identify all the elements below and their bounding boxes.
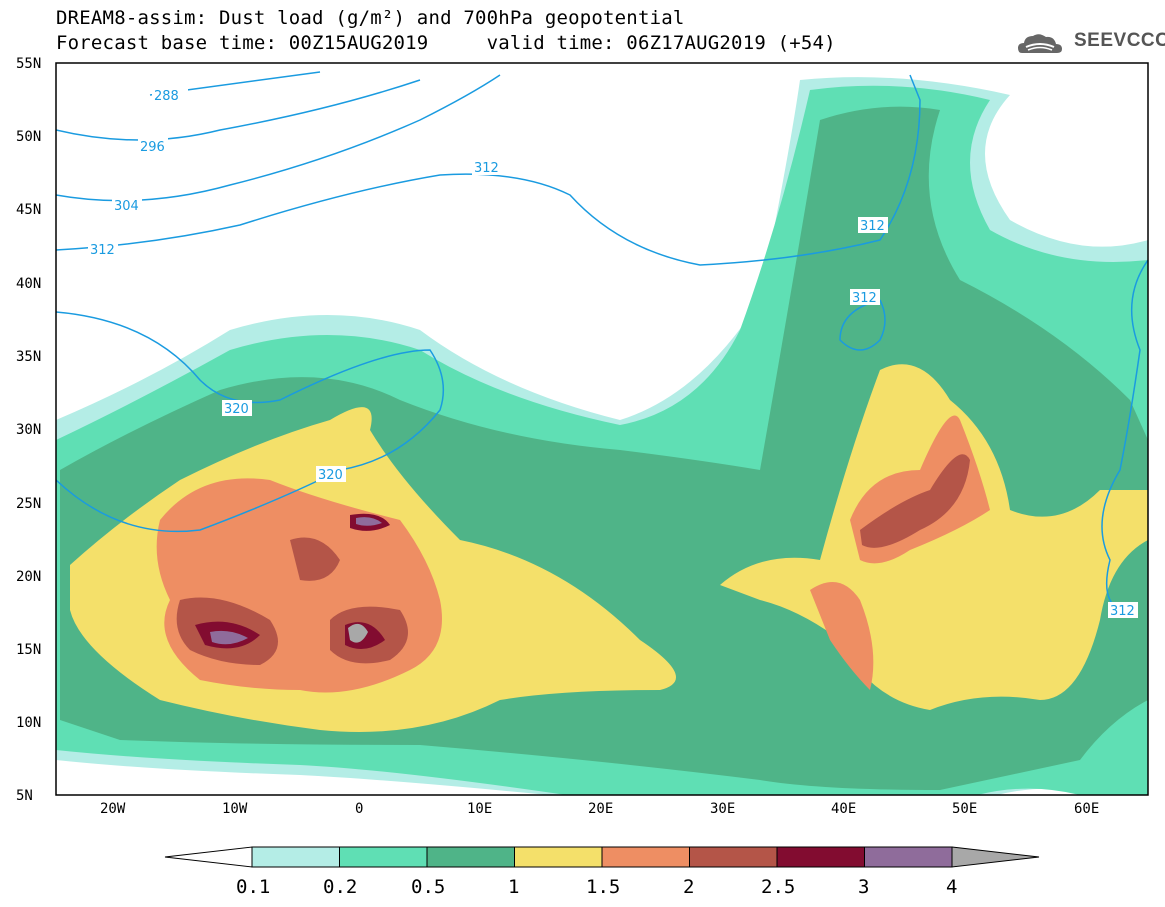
contour-label-320: 320 bbox=[224, 402, 249, 417]
longitude-axis: 20W 10W 0 10E 20E 30E 40E 50E 60E bbox=[100, 801, 1099, 817]
legend-swatch-3 bbox=[864, 846, 953, 868]
contour-labels: 288 296 304 312 312 312 312 312 320 320 bbox=[88, 87, 1138, 619]
legend-label-0.5: 0.5 bbox=[411, 876, 445, 898]
lon-label-10e: 10E bbox=[467, 801, 492, 817]
map-frame bbox=[55, 62, 1149, 796]
legend-swatch-0.2 bbox=[339, 846, 428, 868]
contour-296 bbox=[56, 79, 421, 141]
legend-label-3: 3 bbox=[858, 876, 869, 898]
legend-label-2: 2 bbox=[683, 876, 694, 898]
legend-swatch-1 bbox=[514, 846, 603, 868]
lon-label-50e: 50E bbox=[952, 801, 977, 817]
legend-upper-arrow bbox=[951, 846, 1040, 868]
lon-label-10w: 10W bbox=[222, 801, 248, 817]
contour-312-south bbox=[1101, 259, 1148, 611]
legend-label-1.5: 1.5 bbox=[586, 876, 620, 898]
lat-label-50n: 50N bbox=[16, 129, 41, 145]
dust-band-2c bbox=[290, 537, 340, 581]
latitude-axis: 55N 50N 45N 40N 35N 30N 25N 20N 15N 10N … bbox=[16, 56, 41, 804]
legend-swatch-0.1 bbox=[251, 846, 340, 868]
color-legend: 0.1 0.2 0.5 1 1.5 2 2.5 3 4 bbox=[164, 846, 1040, 898]
contour-label-312-levant: 312 bbox=[852, 291, 877, 306]
contour-label-312-europe: 312 bbox=[474, 161, 499, 176]
lat-label-20n: 20N bbox=[16, 569, 41, 585]
legend-label-0.1: 0.1 bbox=[236, 876, 270, 898]
dust-band-4 bbox=[348, 623, 368, 643]
legend-label-1: 1 bbox=[508, 876, 519, 898]
dust-band-3b bbox=[356, 517, 382, 526]
legend-label-2.5: 2.5 bbox=[761, 876, 795, 898]
contour-label-312: 312 bbox=[90, 243, 115, 258]
cloud-logo-icon bbox=[1018, 34, 1062, 53]
dust-band-1.5-redsea bbox=[810, 582, 874, 690]
lat-label-10n: 10N bbox=[16, 715, 41, 731]
contour-label-304: 304 bbox=[114, 199, 139, 214]
lon-label-20w: 20W bbox=[100, 801, 126, 817]
contour-312 bbox=[56, 74, 921, 266]
lat-label-45n: 45N bbox=[16, 202, 41, 218]
lat-label-40n: 40N bbox=[16, 276, 41, 292]
legend-swatch-2.5 bbox=[776, 846, 865, 868]
legend-swatch-0.5 bbox=[426, 846, 515, 868]
legend-label-4: 4 bbox=[946, 876, 957, 898]
lat-label-35n: 35N bbox=[16, 349, 41, 365]
contour-320 bbox=[56, 311, 445, 533]
lat-label-5n: 5N bbox=[16, 788, 33, 804]
map-title: DREAM8-assim: Dust load (g/m²) and 700hP… bbox=[56, 7, 685, 29]
legend-swatch-2 bbox=[689, 846, 778, 868]
legend-label-0.2: 0.2 bbox=[323, 876, 357, 898]
lon-label-0: 0 bbox=[355, 801, 363, 817]
dust-field bbox=[56, 63, 1148, 795]
lon-label-20e: 20E bbox=[588, 801, 613, 817]
seevccc-logo-text: SEEVCCC bbox=[1074, 30, 1165, 51]
lat-label-15n: 15N bbox=[16, 642, 41, 658]
forecast-time-line: Forecast base time: 00Z15AUG2019 valid t… bbox=[56, 32, 836, 54]
contour-label-320-sahara: 320 bbox=[318, 468, 343, 483]
contour-label-296: 296 bbox=[140, 140, 165, 155]
legend-swatch-1.5 bbox=[601, 846, 690, 868]
lon-label-40e: 40E bbox=[831, 801, 856, 817]
lat-label-30n: 30N bbox=[16, 422, 41, 438]
contour-label-312-arabian: 312 bbox=[1110, 604, 1135, 619]
contour-label-288: 288 bbox=[154, 89, 179, 104]
lat-label-25n: 25N bbox=[16, 496, 41, 512]
legend-lower-arrow bbox=[164, 846, 253, 868]
contour-312-east bbox=[839, 299, 886, 351]
lon-label-60e: 60E bbox=[1074, 801, 1099, 817]
contour-label-312-caspian: 312 bbox=[860, 219, 885, 234]
lat-label-55n: 55N bbox=[16, 56, 41, 72]
dust-band-3 bbox=[210, 630, 248, 645]
lon-label-30e: 30E bbox=[710, 801, 735, 817]
dust-band-2-east bbox=[860, 454, 970, 548]
